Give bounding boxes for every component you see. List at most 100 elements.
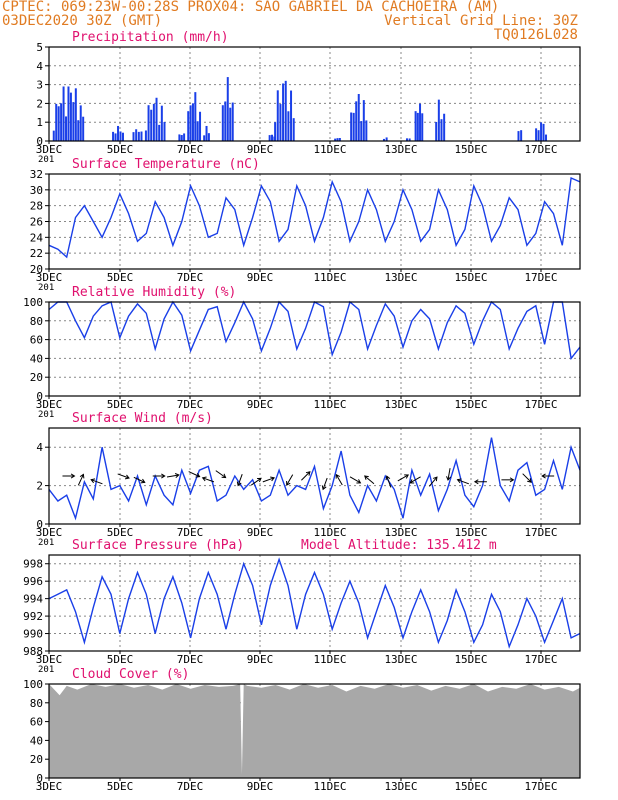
wind-xtick-label: 9DEC: [247, 526, 274, 539]
precip-bar: [419, 103, 422, 141]
temp-ytick-label: 22: [30, 247, 43, 260]
pres-xtick-label: 3DEC: [36, 653, 63, 666]
pres-xtick-label: 15DEC: [454, 653, 487, 666]
rh-ytick-label: 0: [36, 390, 43, 403]
precip-bar: [221, 105, 224, 141]
pres-xtick-label: 5DEC: [107, 653, 134, 666]
precip-bar: [132, 132, 135, 141]
wind-arrow-shaft: [117, 473, 130, 479]
wind-xtick-label: 13DEC: [384, 526, 417, 539]
temp-ytick-label: 26: [30, 216, 43, 229]
precip-bar: [338, 138, 341, 141]
cloud-ytick-label: 20: [30, 753, 43, 766]
precip-bar: [414, 111, 417, 141]
wind-arrow-shaft: [202, 477, 215, 483]
precip-bar: [72, 102, 75, 141]
precip-bar: [187, 111, 190, 141]
wind-arrow-head: [236, 481, 242, 487]
rh-ytick-label: 80: [30, 315, 43, 328]
rh-xtick-label: 13DEC: [384, 398, 417, 411]
pres-series-line: [48, 557, 581, 649]
precip-bar: [440, 119, 443, 141]
wind-arrow-shaft: [286, 474, 294, 486]
wind-xtick-label: 17DEC: [524, 526, 557, 539]
wind-arrow-head: [124, 474, 130, 480]
wind-arrow-head: [195, 473, 201, 478]
precip-bar: [535, 128, 538, 141]
pres-xtick-label: 11DEC: [313, 653, 346, 666]
precip-bar: [520, 130, 523, 141]
wind-arrow-head: [270, 476, 276, 482]
precip-bar: [207, 133, 210, 141]
cloud-xtick-label: 17DEC: [524, 780, 557, 793]
wind-arrow-head: [509, 477, 515, 483]
wind-arrow-shaft: [386, 475, 392, 488]
precip-bar: [421, 113, 424, 141]
cloud-xtick-label: 3DEC: [36, 780, 63, 793]
cloud-xtick-label: 13DEC: [384, 780, 417, 793]
cloud-ytick-label: 80: [30, 697, 43, 710]
precip-bar: [65, 116, 68, 141]
wind-arrow-head: [404, 474, 410, 479]
rh-ytick-label: 100: [23, 296, 43, 309]
precip-bar: [545, 134, 548, 141]
precip-bar: [137, 131, 140, 141]
wind-arrow-head: [79, 473, 85, 479]
precip-bar: [74, 88, 77, 141]
precip-bar: [140, 131, 143, 141]
temp-cut-label: 201: [38, 283, 54, 293]
precip-bar: [540, 122, 543, 141]
cloud-xtick-label: 5DEC: [107, 780, 134, 793]
temp-xtick-label: 9DEC: [247, 271, 274, 284]
rh-xtick-label: 11DEC: [313, 398, 346, 411]
precip-ytick-label: 1: [36, 116, 43, 129]
pres-ytick-label: 992: [23, 610, 43, 623]
precip-bar: [268, 135, 271, 141]
precip-bar: [276, 90, 279, 141]
precip-bar: [69, 92, 72, 141]
cloud-ytick-label: 100: [23, 678, 43, 691]
wind-arrow-shaft: [447, 468, 451, 481]
pres-xtick-label: 9DEC: [247, 653, 274, 666]
cloud-ytick-label: 60: [30, 716, 43, 729]
precip-bar: [435, 121, 438, 141]
temp-ytick-label: 20: [30, 263, 43, 276]
precip-bar: [82, 116, 85, 141]
precip-xtick-label: 17DEC: [524, 143, 557, 156]
precip-panel-title: Precipitation (mm/h): [72, 30, 229, 45]
precip-bar: [517, 131, 520, 141]
precip-bar: [382, 138, 385, 141]
temp-ytick-label: 30: [30, 184, 43, 197]
precip-bar: [352, 112, 355, 141]
cloud-frame: [48, 683, 581, 779]
precip-bar: [183, 133, 186, 141]
wind-arrow-head: [446, 476, 452, 481]
wind-cut-label: 201: [38, 538, 54, 548]
wind-arrow-head: [70, 473, 76, 479]
precip-bar: [279, 104, 282, 141]
precip-bar: [274, 122, 277, 141]
pres-ytick-label: 990: [23, 628, 43, 641]
wind-arrow-head: [335, 473, 341, 479]
temp-xtick-label: 11DEC: [313, 271, 346, 284]
precip-bar: [112, 131, 115, 141]
pres-panel-title: Surface Pressure (hPa): [72, 538, 244, 553]
wind-arrow-head: [174, 473, 180, 478]
precip-bar: [189, 105, 192, 141]
wind-xtick-label: 5DEC: [107, 526, 134, 539]
rh-xtick-label: 9DEC: [247, 398, 274, 411]
precip-bar: [437, 99, 440, 141]
wind-arrow-shaft: [188, 471, 200, 478]
precip-bar: [150, 109, 153, 141]
wind-arrow-head: [256, 477, 262, 483]
precip-xtick-label: 11DEC: [313, 143, 346, 156]
precip-xtick-label: 7DEC: [177, 143, 204, 156]
wind-arrow-shaft: [262, 477, 275, 483]
temp-xtick-label: 5DEC: [107, 271, 134, 284]
precip-bar: [290, 90, 293, 141]
wind-arrow-head: [527, 478, 532, 483]
precip-ytick-label: 4: [36, 60, 43, 73]
precip-bar: [144, 130, 147, 141]
header-line3-right: TQ0126L028: [493, 27, 578, 43]
